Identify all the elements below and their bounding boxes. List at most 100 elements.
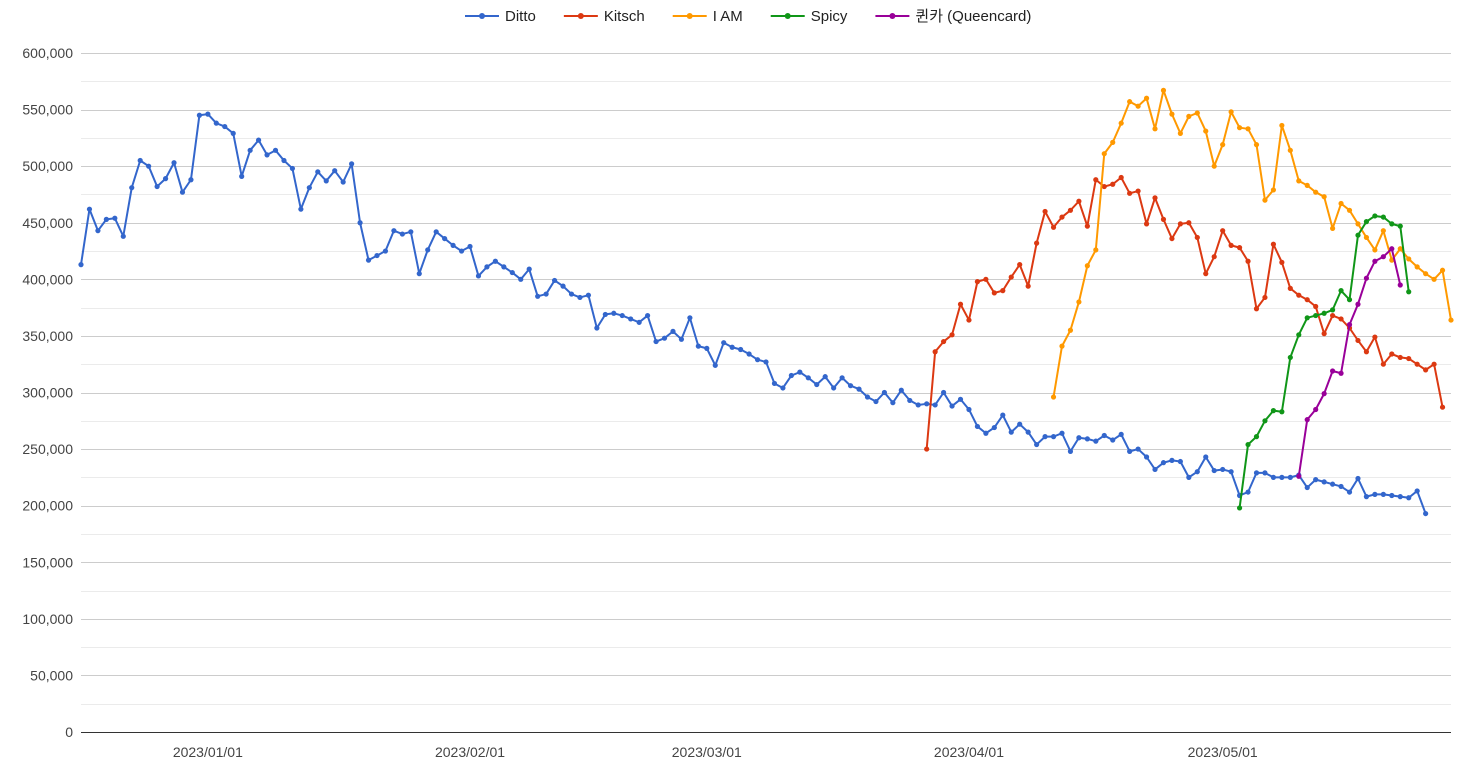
data-point [365,257,372,263]
data-point [1177,458,1183,465]
legend-item[interactable]: Spicy [770,8,848,25]
x-tick-label: 2023/05/01 [1188,744,1258,760]
data-point [475,273,482,279]
data-point [1110,181,1116,187]
data-point [137,157,143,164]
legend-label: Ditto [505,8,536,25]
data-point [306,185,312,191]
data-point [873,398,879,405]
data-point [1169,457,1175,463]
data-point [1017,262,1023,268]
data-point [425,247,431,253]
data-point [1101,183,1107,190]
data-point [1203,271,1209,277]
data-point [1330,307,1336,313]
data-point [957,301,964,307]
data-point [129,185,135,191]
series-kitsch [924,174,1446,452]
data-point [382,248,389,254]
data-point [1431,276,1437,282]
data-point [1363,275,1370,281]
y-tick-label: 200,000 [22,498,73,514]
data-point [95,228,101,234]
data-point [78,262,84,268]
data-point [1287,474,1293,480]
data-point [1380,254,1386,260]
data-point [1228,469,1234,475]
x-tick-label: 2023/01/01 [173,744,243,760]
data-point [1050,434,1057,440]
data-point [1143,221,1150,227]
data-point [399,231,405,237]
data-point [1093,247,1099,253]
legend-item[interactable]: I AM [672,8,743,25]
data-point [230,130,236,136]
data-point [636,319,642,325]
data-point [1101,151,1107,157]
data-point [1414,361,1420,367]
major-gridlines [81,53,1451,676]
data-point [940,338,947,345]
series-line [925,176,1444,450]
series-line [80,113,1427,514]
data-point [1110,139,1116,145]
data-point [1253,306,1260,312]
data-point [695,343,701,349]
data-point [924,401,930,407]
data-point [1220,466,1226,473]
legend-item[interactable]: 퀸카 (Queencard) [875,8,1031,25]
data-point [281,157,287,164]
data-point [1160,460,1167,466]
data-point [1152,195,1158,201]
data-point [687,315,693,321]
data-point [103,216,109,222]
data-point [1067,327,1074,333]
data-point [1330,225,1336,232]
data-point [1338,200,1344,207]
data-point [86,206,93,212]
data-point [1397,246,1403,252]
legend-item[interactable]: Kitsch [563,8,645,25]
data-point [1186,474,1192,480]
data-point [1127,448,1133,454]
y-tick-label: 150,000 [22,554,73,570]
legend-item[interactable]: Ditto [465,8,536,25]
data-point [1397,282,1403,288]
data-point [1389,246,1395,252]
data-point [805,375,811,381]
minor-gridlines [81,81,1451,705]
data-point [670,328,676,334]
data-point [1389,257,1395,263]
data-point [771,380,778,387]
data-point [1236,245,1243,251]
data-point [1363,234,1370,241]
data-point [535,293,541,299]
y-tick-label: 600,000 [22,45,73,61]
data-point [932,349,938,355]
data-point [1169,235,1175,242]
data-point [1313,312,1319,319]
data-point [1304,182,1310,188]
data-point [678,336,685,342]
data-point [1118,120,1124,126]
data-point [247,147,253,153]
legend-swatch-dot [577,13,584,19]
data-point [932,402,938,408]
data-point [1338,370,1344,376]
data-point [1025,283,1031,289]
data-point [1363,494,1370,500]
data-point [205,111,211,117]
data-point [661,335,668,341]
data-point [1304,315,1310,321]
data-point [594,325,600,331]
data-point [289,165,296,172]
series-ditto [78,111,1429,517]
data-point [188,177,194,183]
y-tick-label: 400,000 [22,271,73,287]
data-point [1296,332,1302,338]
data-point [856,386,862,392]
data-point [1143,95,1150,101]
legend[interactable]: Ditto Kitsch I AM Spicy 퀸카 (Queencard) [465,8,1031,25]
data-point [146,163,152,169]
data-point [264,152,270,158]
